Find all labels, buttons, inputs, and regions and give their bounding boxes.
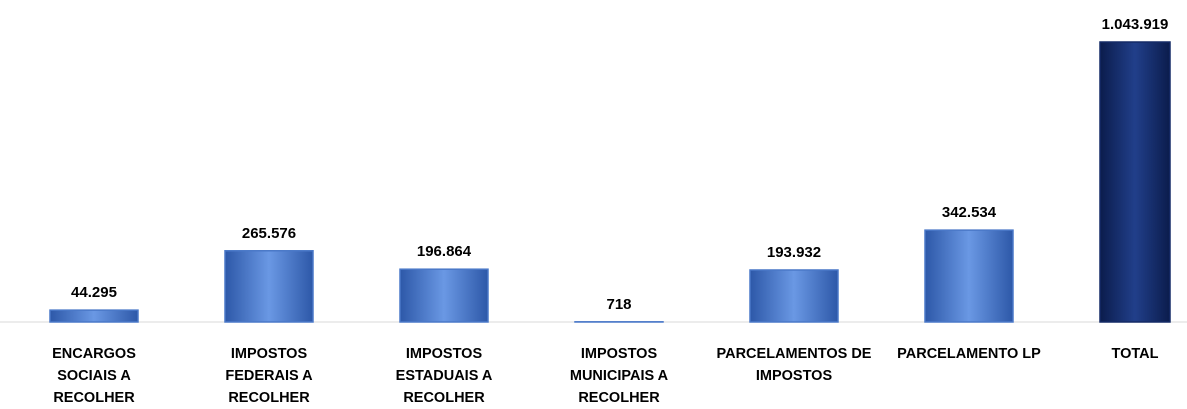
value-label: 193.932 — [767, 244, 821, 261]
x-tick-label: IMPOSTOS FEDERAIS A RECOLHER — [225, 346, 313, 406]
bar — [49, 309, 139, 323]
x-tick-label: IMPOSTOS ESTADUAIS A RECOLHER — [395, 346, 493, 406]
bar — [224, 250, 314, 323]
bar — [1099, 41, 1171, 323]
x-tick-label: ENCARGOS SOCIAIS A RECOLHER — [52, 346, 136, 406]
value-label: 265.576 — [242, 225, 296, 242]
value-label: 44.295 — [71, 284, 117, 301]
value-label: 196.864 — [417, 243, 472, 260]
value-label: 342.534 — [942, 204, 997, 221]
value-label: 1.043.919 — [1102, 16, 1169, 33]
x-tick-label: IMPOSTOS MUNICIPAIS A RECOLHER — [569, 346, 669, 406]
x-tick-label: TOTAL — [1111, 346, 1159, 362]
value-label: 718 — [606, 296, 631, 313]
x-tick-label: PARCELAMENTO LP — [897, 346, 1041, 362]
bar — [399, 268, 489, 323]
bar — [749, 269, 839, 323]
x-tick-label: PARCELAMENTOS DE IMPOSTOS — [716, 346, 872, 384]
bar — [924, 229, 1014, 323]
